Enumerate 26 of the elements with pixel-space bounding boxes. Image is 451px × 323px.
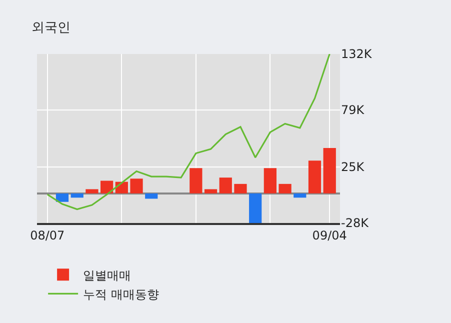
bar	[70, 193, 84, 198]
bar	[278, 184, 292, 194]
legend-label: 일별매매	[83, 268, 132, 282]
bar	[219, 178, 232, 194]
bar	[100, 180, 114, 194]
y-tick-label: 25K	[341, 160, 366, 174]
bar	[323, 148, 336, 194]
y-tick-label: -28K	[341, 216, 370, 230]
legend-label: 누적 매매동향	[83, 287, 159, 302]
line-series	[46, 54, 330, 210]
x-tick-label: 08/07	[30, 228, 65, 242]
x-tick-label: 09/04	[312, 228, 347, 242]
y-tick-label: 132K	[341, 47, 373, 62]
bar	[264, 168, 276, 194]
bar	[204, 189, 218, 194]
bar	[86, 189, 98, 194]
bar	[294, 193, 306, 198]
bar	[190, 168, 202, 194]
chart-title: 외국인	[32, 20, 71, 36]
bar	[56, 193, 69, 202]
bar	[308, 160, 322, 194]
bar	[234, 184, 247, 194]
bar	[130, 178, 143, 194]
bar	[249, 193, 262, 223]
y-tick-label: 79K	[341, 103, 366, 118]
bar	[145, 193, 158, 199]
